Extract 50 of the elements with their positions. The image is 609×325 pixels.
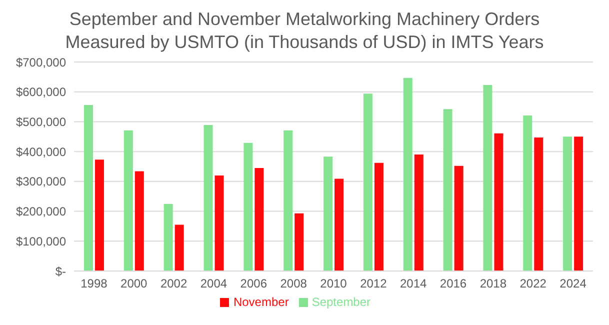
x-tick-label: 2004 <box>200 276 228 291</box>
legend-label: November <box>233 295 289 309</box>
x-tick-label: 2014 <box>400 276 428 291</box>
x-tick-label: 1998 <box>80 276 108 291</box>
y-tick-label: $300,000 <box>16 174 66 189</box>
x-tick-label: 2012 <box>360 276 388 291</box>
x-tick-label: 2010 <box>320 276 348 291</box>
x-tick-label: 2008 <box>280 276 308 291</box>
bar <box>443 109 452 271</box>
bar <box>334 178 344 271</box>
bar <box>494 133 504 271</box>
y-tick-label: $600,000 <box>16 85 66 100</box>
bar <box>164 204 173 271</box>
y-tick-label: $400,000 <box>16 144 66 159</box>
x-tick-label: 2024 <box>560 276 587 291</box>
bar <box>324 156 333 271</box>
bar <box>174 224 184 271</box>
bar <box>363 94 372 271</box>
x-tick-label: 2018 <box>480 276 507 291</box>
bar <box>94 160 104 271</box>
bar <box>284 130 293 271</box>
x-tick-label: 2006 <box>240 276 268 291</box>
bar <box>414 154 424 271</box>
bar <box>574 136 584 271</box>
bar <box>523 115 532 271</box>
bar <box>294 213 304 271</box>
y-tick-label: $500,000 <box>16 114 66 129</box>
bar <box>374 162 384 271</box>
bar <box>483 84 492 271</box>
bar <box>454 166 464 271</box>
bar <box>244 142 253 271</box>
y-tick-label: $- <box>55 264 66 278</box>
legend-label: September <box>312 295 371 309</box>
chart-title: September and November Metalworking Machinery Orders Measured by USMTO (in Thousands of USD) in IMTS Years <box>64 8 545 54</box>
bar <box>204 125 213 271</box>
bar <box>563 136 572 271</box>
x-tick-label: 2000 <box>120 276 148 291</box>
bar <box>84 104 93 271</box>
bar <box>254 168 264 271</box>
bar <box>124 130 133 271</box>
bar <box>534 138 544 271</box>
bar <box>403 78 412 271</box>
y-tick-label: $100,000 <box>16 234 66 248</box>
x-tick-label: 2022 <box>520 276 547 291</box>
x-tick-label: 2016 <box>440 276 467 291</box>
bar <box>134 171 144 271</box>
x-tick-label: 2002 <box>160 276 188 291</box>
y-tick-label: $200,000 <box>16 204 66 219</box>
y-tick-label: $700,000 <box>16 55 66 70</box>
bar <box>214 175 224 271</box>
